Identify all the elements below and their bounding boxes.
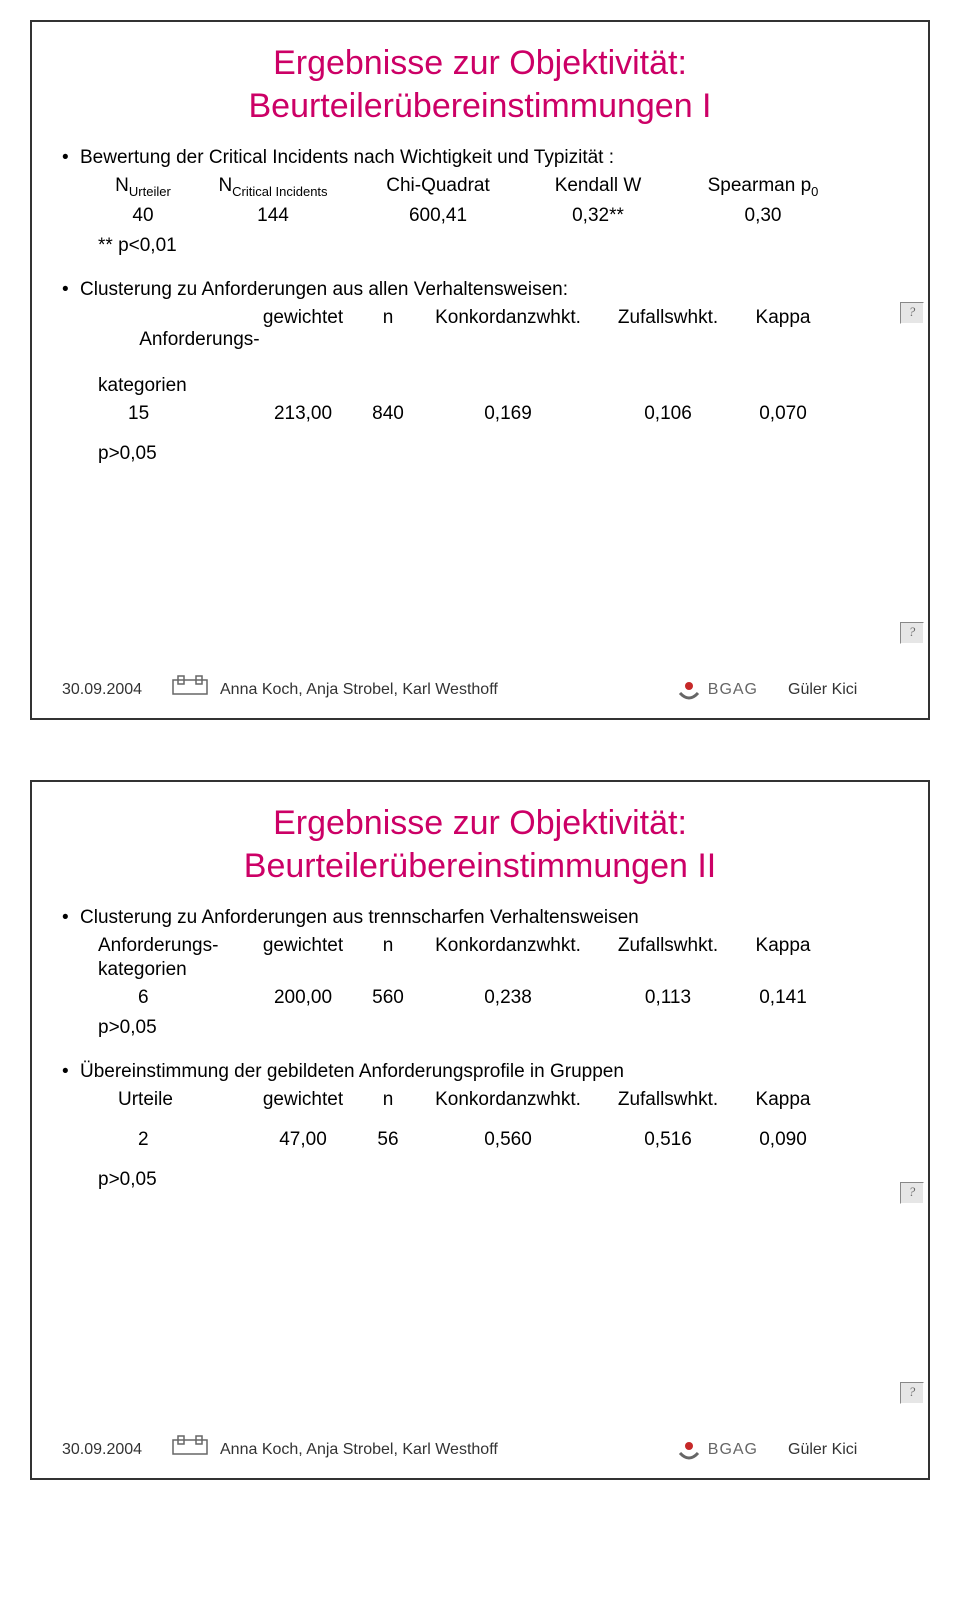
table1-header-row: NUrteiler NCritical Incidents Chi-Quadra… — [62, 175, 898, 199]
slide2-bullet2: Übereinstimmung der gebildeten Anforderu… — [62, 1061, 898, 1083]
slide2-title: Ergebnisse zur Objektivität: Beurteilerü… — [62, 802, 898, 887]
t2-c4: 0,169 — [418, 403, 598, 425]
t2-c1: 15 — [98, 403, 248, 425]
bgag-logo-icon — [676, 679, 702, 701]
hdr-anf: Anforderungs- — [98, 307, 248, 373]
hdr-anf: Anforderungs- — [98, 935, 248, 957]
t1-c2: 144 — [188, 205, 358, 227]
title-line2: Beurteilerübereinstimmungen II — [244, 847, 716, 885]
hdr-kat: kategorien — [98, 375, 248, 397]
hdr-zuf: Zufallswhkt. — [598, 935, 738, 957]
bgag-logo: BGAG — [676, 1439, 758, 1461]
hdr-zuf2: Zufallswhkt. — [598, 1089, 738, 1111]
footer-authors: Anna Koch, Anja Strobel, Karl Westhoff — [220, 1441, 676, 1459]
slide1-bullet1: Bewertung der Critical Incidents nach Wi… — [62, 147, 898, 169]
slide-2: Ergebnisse zur Objektivität: Beurteilerü… — [30, 780, 930, 1480]
help-icon[interactable]: ? — [900, 1382, 924, 1404]
t2-c2: 213,00 — [248, 403, 358, 425]
s2t2-c4: 0,560 — [418, 1129, 598, 1151]
t1-c5: 0,30 — [678, 205, 848, 227]
slide2-table1: Anforderungs- gewichtet n Konkordanzwhkt… — [62, 935, 898, 1009]
help-icon[interactable]: ? — [900, 622, 924, 644]
slide2-footnote2: p>0,05 — [62, 1169, 898, 1191]
hdr-n-critical: NCritical Incidents — [188, 175, 358, 199]
footer-date: 30.09.2004 — [62, 1441, 172, 1459]
hdr-kendall: Kendall W — [518, 175, 678, 199]
hdr-kat: kategorien — [98, 959, 248, 981]
s2t1-c4: 0,238 — [418, 987, 598, 1009]
bgag-text: BGAG — [708, 681, 758, 699]
s2t2-data: 2 47,00 56 0,560 0,516 0,090 — [62, 1129, 898, 1151]
slide-1: Ergebnisse zur Objektivität: Beurteilerü… — [30, 20, 930, 720]
s2t2-c3: 56 — [358, 1129, 418, 1151]
table2-header-row: Anforderungs- gewichtet n Konkordanzwhkt… — [62, 307, 898, 373]
table1-data-row: 40 144 600,41 0,32** 0,30 — [62, 205, 898, 227]
t1-c1: 40 — [98, 205, 188, 227]
slide2-table2: Urteile gewichtet n Konkordanzwhkt. Zufa… — [62, 1089, 898, 1151]
t2-c5: 0,106 — [598, 403, 738, 425]
hdr-konk: Konkordanzwhkt. — [418, 935, 598, 957]
t1-c4: 0,32** — [518, 205, 678, 227]
hdr-gew: gewichtet — [248, 307, 358, 373]
hdr-n-urteiler: NUrteiler — [98, 175, 188, 199]
footer-right: Güler Kici — [788, 1441, 898, 1459]
footer-right: Güler Kici — [788, 681, 898, 699]
help-icon[interactable]: ? — [900, 1182, 924, 1204]
tud-logo-icon — [172, 1435, 208, 1464]
slide2-footnote1: p>0,05 — [62, 1017, 898, 1039]
bgag-logo: BGAG — [676, 679, 758, 701]
footer-authors: Anna Koch, Anja Strobel, Karl Westhoff — [220, 681, 676, 699]
s2t1-c2: 200,00 — [248, 987, 358, 1009]
hdr-kappa: Kappa — [738, 307, 828, 373]
bgag-text: BGAG — [708, 1441, 758, 1459]
hdr-gew: gewichtet — [248, 935, 358, 957]
help-icon[interactable]: ? — [900, 302, 924, 324]
slide1-footnote1: ** p<0,01 — [62, 235, 898, 257]
title-line2: Beurteilerübereinstimmungen I — [248, 87, 711, 125]
footer-date: 30.09.2004 — [62, 681, 172, 699]
hdr-konk: Konkordanzwhkt. — [418, 307, 598, 373]
s2t2-c5: 0,516 — [598, 1129, 738, 1151]
s2t1-c3: 560 — [358, 987, 418, 1009]
tud-logo-icon — [172, 675, 208, 704]
slide1-table1: NUrteiler NCritical Incidents Chi-Quadra… — [62, 175, 898, 227]
s2t1-header: Anforderungs- gewichtet n Konkordanzwhkt… — [62, 935, 898, 957]
hdr-konk2: Konkordanzwhkt. — [418, 1089, 598, 1111]
hdr-n: n — [358, 935, 418, 957]
hdr-zuf: Zufallswhkt. — [598, 307, 738, 373]
s2t1-c5: 0,113 — [598, 987, 738, 1009]
table2-data-row: 15 213,00 840 0,169 0,106 0,070 — [62, 403, 898, 425]
slide1-table2: Anforderungs- gewichtet n Konkordanzwhkt… — [62, 307, 898, 425]
s2t2-c2: 47,00 — [248, 1129, 358, 1151]
s2t1-c1: 6 — [98, 987, 248, 1009]
slide1-footnote2: p>0,05 — [62, 443, 898, 465]
table2-header-row2: kategorien — [62, 375, 898, 397]
hdr-kappa: Kappa — [738, 935, 828, 957]
slide2-bullet1: Clusterung zu Anforderungen aus trennsch… — [62, 907, 898, 929]
slide-footer: 30.09.2004 Anna Koch, Anja Strobel, Karl… — [62, 675, 898, 704]
s2t1-data: 6 200,00 560 0,238 0,113 0,141 — [62, 987, 898, 1009]
s2t2-c1: 2 — [98, 1129, 248, 1151]
s2t2-header: Urteile gewichtet n Konkordanzwhkt. Zufa… — [62, 1089, 898, 1111]
hdr-gew2: gewichtet — [248, 1089, 358, 1111]
slide1-bullet2: Clusterung zu Anforderungen aus allen Ve… — [62, 279, 898, 301]
hdr-spearman: Spearman p0 — [678, 175, 848, 199]
t1-c3: 600,41 — [358, 205, 518, 227]
s2t1-header2: kategorien — [62, 959, 898, 981]
s2t1-c6: 0,141 — [738, 987, 828, 1009]
hdr-urt: Urteile — [98, 1089, 248, 1111]
t2-c3: 840 — [358, 403, 418, 425]
s2t2-c6: 0,090 — [738, 1129, 828, 1151]
title-line1: Ergebnisse zur Objektivität: — [273, 804, 687, 842]
hdr-chi: Chi-Quadrat — [358, 175, 518, 199]
hdr-n: n — [358, 307, 418, 373]
bgag-logo-icon — [676, 1439, 702, 1461]
slide1-title: Ergebnisse zur Objektivität: Beurteilerü… — [62, 42, 898, 127]
t2-c6: 0,070 — [738, 403, 828, 425]
hdr-n2: n — [358, 1089, 418, 1111]
hdr-kappa2: Kappa — [738, 1089, 828, 1111]
slide-footer: 30.09.2004 Anna Koch, Anja Strobel, Karl… — [62, 1435, 898, 1464]
title-line1: Ergebnisse zur Objektivität: — [273, 44, 687, 82]
